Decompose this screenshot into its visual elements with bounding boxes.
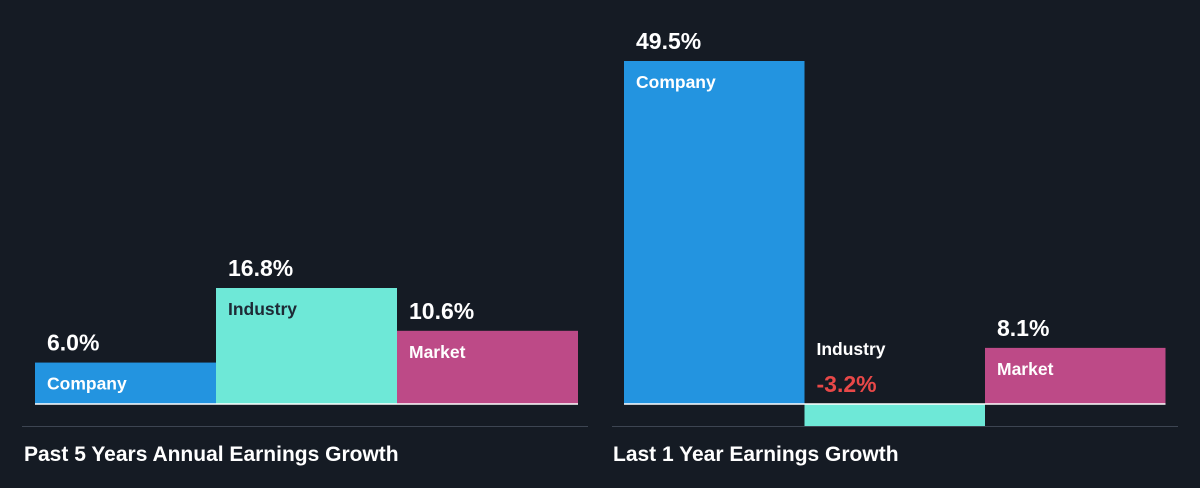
value-label-company-last-1-year: 49.5% xyxy=(636,28,701,54)
panel-title-last-1-year: Last 1 Year Earnings Growth xyxy=(613,443,899,466)
bar-company-past-5-years xyxy=(35,362,216,404)
category-label-industry-past-5-years: Industry xyxy=(228,299,297,319)
bar-industry-last-1-year xyxy=(804,404,985,427)
value-label-industry-past-5-years: 16.8% xyxy=(228,255,293,281)
value-label-industry-last-1-year: -3.2% xyxy=(817,371,877,397)
bar-market-past-5-years xyxy=(397,330,578,404)
value-label-market-past-5-years: 10.6% xyxy=(409,298,474,324)
bar-market-last-1-year xyxy=(985,347,1166,404)
panel-divider-left xyxy=(22,426,588,427)
chart-panel-past-5-years: Company 6.0% Industry 16.8% Market 10.6% xyxy=(35,255,578,405)
category-label-company-past-5-years: Company xyxy=(47,374,127,394)
category-label-market-last-1-year: Market xyxy=(997,359,1054,379)
bar-industry-past-5-years xyxy=(216,288,397,404)
value-label-company-past-5-years: 6.0% xyxy=(47,330,99,356)
category-label-market-past-5-years: Market xyxy=(409,342,466,362)
bar-company-last-1-year xyxy=(624,61,805,404)
chart-panel-last-1-year: Company 49.5% Industry -3.2% Market 8.1% xyxy=(624,28,1166,427)
category-label-industry-last-1-year: Industry xyxy=(817,339,886,359)
value-label-market-last-1-year: 8.1% xyxy=(997,315,1049,341)
panel-title-past-5-years: Past 5 Years Annual Earnings Growth xyxy=(24,443,399,466)
category-label-company-last-1-year: Company xyxy=(636,72,716,92)
panel-divider-right xyxy=(612,426,1178,427)
